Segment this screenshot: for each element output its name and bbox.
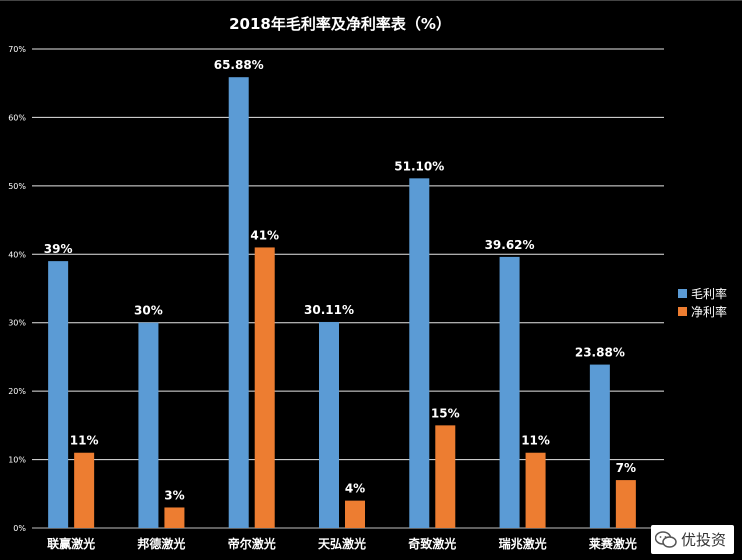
data-label: 39% (44, 242, 73, 256)
legend-label-gross-margin: 毛利率 (691, 286, 728, 301)
bar-gross-margin (48, 261, 69, 528)
data-label: 15% (431, 406, 460, 420)
data-label: 7% (616, 461, 636, 475)
y-tick-label: 0% (13, 524, 26, 533)
data-label: 65.88% (214, 58, 264, 72)
bar-gross-margin (409, 178, 430, 528)
x-tick-label: 瑞兆激光 (499, 536, 547, 551)
watermark-text: 优投资 (680, 531, 726, 549)
x-tick-label: 帝尔激光 (228, 536, 276, 551)
bar-gross-margin (589, 364, 610, 528)
data-label: 51.10% (394, 159, 444, 173)
data-label: 30% (134, 304, 163, 318)
bar-net-margin (164, 507, 185, 528)
data-label: 4% (345, 482, 365, 496)
chart-title: 2018年毛利率及净利率表（%） (229, 15, 451, 33)
x-tick-label: 奇致激光 (408, 536, 456, 551)
bar-net-margin (254, 247, 275, 528)
bar-gross-margin (499, 256, 520, 528)
watermark-badge: 优投资 (650, 525, 734, 554)
legend-item-net-margin: 净利率 (678, 302, 727, 320)
chart-legend: 毛利率 净利率 (678, 284, 727, 320)
y-tick-label: 40% (8, 250, 26, 259)
x-tick-label: 莱赛激光 (589, 536, 637, 551)
y-tick-label: 20% (8, 387, 26, 396)
x-tick-label: 联赢激光 (47, 536, 95, 551)
y-tick-label: 50% (8, 182, 26, 191)
data-label: 39.62% (485, 238, 535, 252)
x-tick-label: 邦德激光 (137, 536, 185, 551)
y-tick-label: 30% (8, 319, 26, 328)
bar-gross-margin (228, 77, 249, 529)
bar-net-margin (74, 452, 95, 528)
bar-net-margin (345, 500, 365, 528)
bar-gross-margin (319, 321, 339, 528)
legend-label-net-margin: 净利率 (691, 304, 728, 319)
y-tick-label: 10% (8, 456, 26, 465)
data-label: 3% (164, 488, 184, 502)
data-label: 11% (521, 434, 550, 448)
bar-net-margin (615, 480, 636, 528)
bar-gross-margin (138, 322, 159, 528)
legend-swatch-gross-margin (678, 288, 687, 298)
y-tick-label: 60% (8, 113, 26, 122)
data-label: 11% (70, 434, 99, 448)
legend-swatch-net-margin (678, 306, 687, 316)
x-tick-label: 天弘激光 (318, 536, 366, 551)
data-label: 30.11% (304, 303, 354, 317)
bar-net-margin (525, 452, 546, 528)
bar-net-margin (435, 425, 456, 528)
y-tick-label: 70% (8, 45, 26, 54)
data-label: 23.88% (575, 346, 625, 360)
data-label: 41% (250, 228, 279, 242)
legend-item-gross-margin: 毛利率 (678, 284, 727, 302)
wechat-icon (654, 530, 677, 549)
